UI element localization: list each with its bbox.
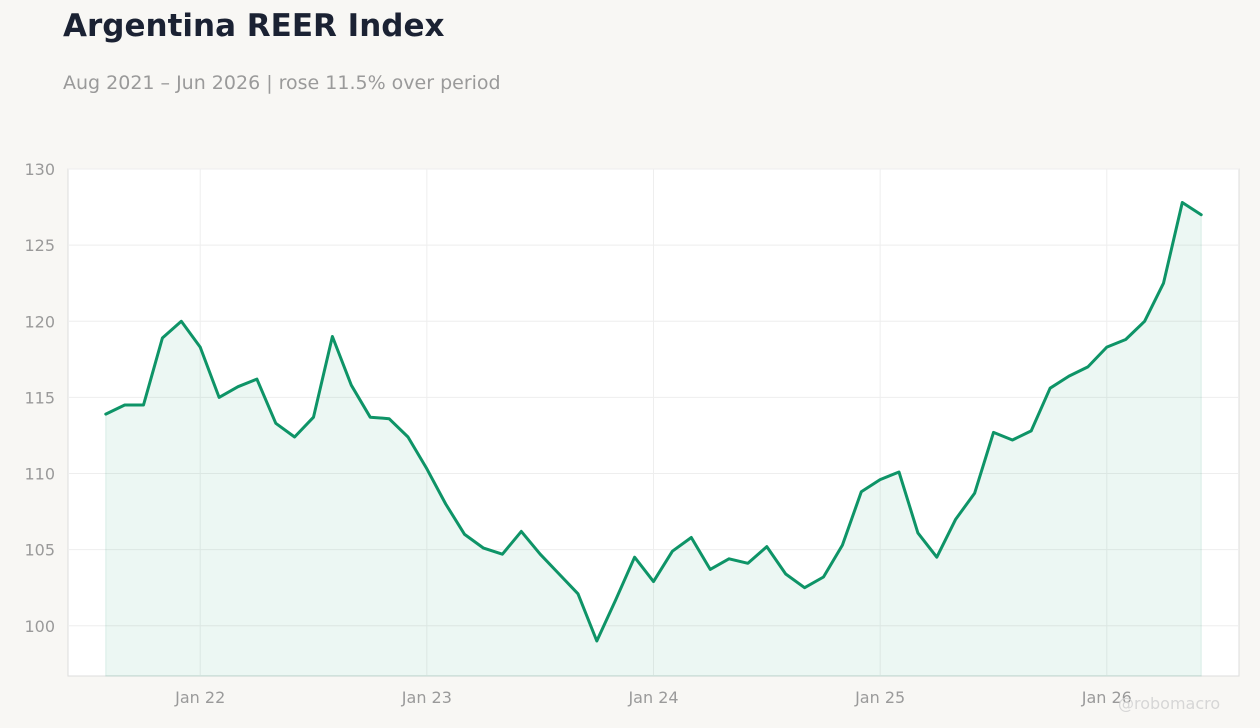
data-point (841, 544, 844, 547)
data-point (916, 531, 919, 534)
data-point (312, 416, 315, 419)
data-point (255, 378, 258, 381)
y-tick-label: 110 (24, 465, 55, 484)
data-point (935, 556, 938, 559)
y-tick-label: 130 (24, 160, 55, 179)
data-point (728, 557, 731, 560)
data-point (463, 533, 466, 536)
data-point (293, 436, 296, 439)
data-point (822, 576, 825, 579)
data-point (1105, 346, 1108, 349)
watermark: @robomacro (1118, 694, 1221, 713)
grid-lines (68, 168, 1239, 676)
data-point (425, 467, 428, 470)
data-point (558, 573, 561, 576)
data-point (898, 471, 901, 474)
data-point (369, 416, 372, 419)
x-tick-label: Jan 26 (1081, 688, 1132, 707)
data-point (633, 556, 636, 559)
x-tick-label: Jan 23 (401, 688, 452, 707)
data-point (992, 431, 995, 434)
data-point (1011, 439, 1014, 442)
data-point (1124, 338, 1127, 341)
data-point (407, 436, 410, 439)
y-tick-label: 115 (24, 388, 55, 407)
data-point (1086, 365, 1089, 368)
data-point (237, 385, 240, 388)
data-point (1068, 375, 1071, 378)
data-point (709, 568, 712, 571)
chart-subtitle: Aug 2021 – Jun 2026 | rose 11.5% over pe… (63, 72, 501, 94)
data-point (1030, 429, 1033, 432)
data-point (501, 553, 504, 556)
line-layer (104, 201, 1203, 643)
x-tick-label: Jan 22 (174, 688, 225, 707)
x-tick-label: Jan 24 (627, 688, 678, 707)
x-tick-label: Jan 25 (854, 688, 905, 707)
data-point (765, 545, 768, 548)
data-point (104, 413, 107, 416)
data-point (595, 640, 598, 643)
series-line (104, 201, 1203, 643)
data-point (520, 530, 523, 533)
data-point (161, 337, 164, 340)
data-point (803, 586, 806, 589)
data-point (218, 396, 221, 399)
y-tick-label: 100 (24, 617, 55, 636)
data-point (274, 422, 277, 425)
y-axis-ticks: 100 105 110 115 120 125 130 (24, 160, 55, 636)
data-point (444, 503, 447, 506)
data-point (482, 547, 485, 550)
y-tick-label: 125 (24, 236, 55, 255)
data-point (350, 384, 353, 387)
data-point (331, 335, 334, 338)
data-point (879, 478, 882, 481)
data-point (1143, 320, 1146, 323)
data-point (199, 346, 202, 349)
data-point (746, 562, 749, 565)
data-point (860, 490, 863, 493)
data-point (142, 404, 145, 407)
data-point (1200, 213, 1203, 216)
x-axis-ticks: Jan 22 Jan 23 Jan 24 Jan 25 Jan 26 (174, 688, 1132, 707)
data-point (1049, 387, 1052, 390)
data-point (388, 417, 391, 420)
data-point (180, 320, 183, 323)
data-point (690, 536, 693, 539)
data-point (671, 550, 674, 553)
y-tick-label: 120 (24, 312, 55, 331)
data-point (784, 573, 787, 576)
data-point (123, 404, 126, 407)
y-tick-label: 105 (24, 541, 55, 560)
data-point (973, 492, 976, 495)
chart-title: Argentina REER Index (63, 8, 445, 44)
data-point (614, 598, 617, 601)
data-point (954, 518, 957, 521)
data-point (1181, 201, 1184, 204)
data-point (577, 592, 580, 595)
data-point (539, 553, 542, 556)
data-point (1162, 282, 1165, 285)
data-point (652, 580, 655, 583)
